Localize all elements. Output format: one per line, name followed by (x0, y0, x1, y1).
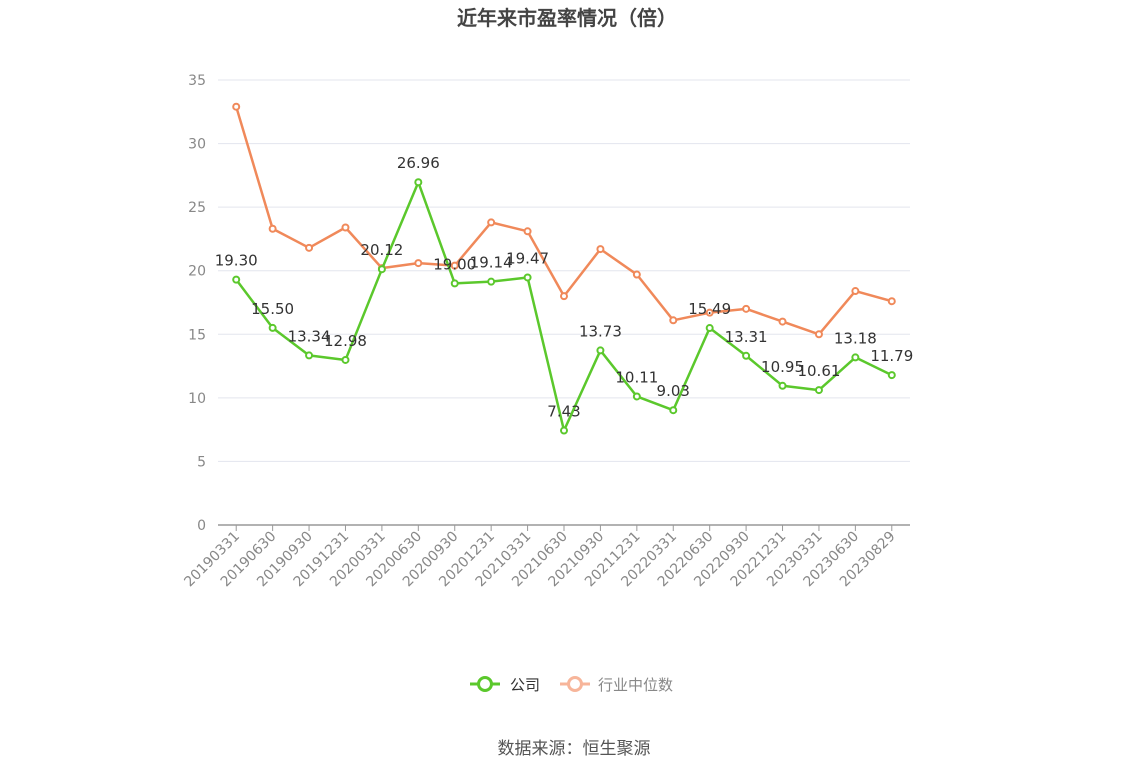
data-label-company: 15.50 (251, 300, 294, 318)
data-point-industry-median[interactable] (487, 218, 496, 227)
chart-grid (218, 79, 910, 462)
data-point-company[interactable] (669, 406, 678, 415)
data-point-industry-median[interactable] (450, 261, 459, 270)
chart-title: 近年来市盈率情况（倍） (457, 6, 677, 30)
legend-industry-marker (567, 676, 583, 692)
data-label-company: 13.73 (579, 322, 622, 340)
legend-item-company[interactable]: 公司 (470, 676, 540, 694)
y-tick-label: 0 (197, 518, 206, 534)
data-point-company[interactable] (268, 323, 277, 332)
series-layer (232, 102, 896, 435)
data-point-company[interactable] (632, 392, 641, 401)
data-label-company: 19.14 (470, 254, 513, 272)
legend: 公司 行业中位数 (470, 676, 673, 694)
data-label-company: 26.96 (397, 154, 440, 172)
data-point-industry-median[interactable] (560, 292, 568, 301)
data-label-company: 19.30 (215, 252, 258, 270)
data-label-company: 13.31 (725, 328, 768, 346)
data-label-company: 10.11 (615, 368, 658, 386)
data-point-company[interactable] (742, 351, 751, 360)
legend-item-industry[interactable]: 行业中位数 (560, 676, 673, 694)
data-point-industry-median[interactable] (341, 223, 350, 232)
data-point-industry-median[interactable] (596, 245, 605, 254)
data-point-industry-median[interactable] (232, 102, 241, 111)
legend-company-marker (477, 676, 493, 692)
data-point-industry-median[interactable] (814, 330, 823, 339)
source-note: 数据来源：恒生聚源 (498, 739, 651, 759)
data-point-company[interactable] (814, 386, 823, 395)
data-label-company: 12.98 (324, 332, 367, 350)
series-line-industry-median (235, 106, 893, 336)
data-point-company[interactable] (341, 355, 350, 364)
data-label-company: 20.12 (360, 241, 403, 259)
data-point-company[interactable] (705, 324, 714, 333)
x-axis: 2019033120190630201909302019123120200331… (181, 524, 910, 590)
data-point-company[interactable] (487, 277, 496, 286)
legend-company-label: 公司 (510, 676, 540, 694)
data-point-company[interactable] (523, 273, 532, 282)
y-tick-label: 25 (188, 200, 206, 216)
y-tick-label: 15 (188, 327, 206, 343)
data-point-company[interactable] (596, 346, 605, 355)
data-label-company: 7.43 (547, 403, 580, 421)
data-point-industry-median[interactable] (778, 317, 787, 326)
data-point-company[interactable] (305, 351, 314, 360)
y-tick-label: 20 (188, 264, 206, 280)
data-point-industry-median[interactable] (851, 287, 860, 296)
data-label-company: 19.47 (506, 249, 549, 267)
data-point-industry-median[interactable] (669, 316, 678, 325)
data-label-company: 10.61 (797, 362, 840, 380)
y-tick-label: 35 (188, 73, 206, 89)
data-point-industry-median[interactable] (414, 259, 423, 268)
data-point-company[interactable] (450, 279, 459, 288)
data-point-company[interactable] (377, 265, 386, 274)
data-label-company: 15.49 (688, 300, 731, 318)
data-point-industry-median[interactable] (523, 227, 532, 236)
data-label-company: 11.79 (870, 347, 913, 365)
data-label-company: 10.95 (761, 358, 804, 376)
data-point-industry-median[interactable] (268, 224, 277, 233)
series-line-company (235, 180, 893, 432)
data-label-company: 13.34 (288, 327, 331, 345)
data-point-company[interactable] (778, 381, 787, 390)
data-point-company[interactable] (232, 275, 241, 284)
data-point-industry-median[interactable] (705, 308, 714, 317)
y-axis: 0 5 10 15 20 25 30 35 (188, 73, 206, 534)
data-point-industry-median[interactable] (742, 304, 751, 313)
data-point-company[interactable] (851, 353, 860, 362)
y-tick-label: 5 (197, 454, 206, 470)
data-label-company: 19.00 (433, 255, 476, 273)
data-label-company: 13.18 (834, 329, 877, 347)
data-point-company[interactable] (560, 426, 568, 435)
data-point-industry-median[interactable] (887, 297, 896, 306)
y-tick-label: 30 (188, 137, 206, 153)
data-point-industry-median[interactable] (632, 270, 641, 279)
legend-industry-label: 行业中位数 (598, 676, 673, 694)
data-point-company[interactable] (887, 371, 896, 380)
y-tick-label: 10 (188, 391, 206, 407)
data-point-company[interactable] (414, 178, 423, 187)
data-point-industry-median[interactable] (305, 243, 314, 252)
data-label-company: 9.03 (657, 382, 690, 400)
